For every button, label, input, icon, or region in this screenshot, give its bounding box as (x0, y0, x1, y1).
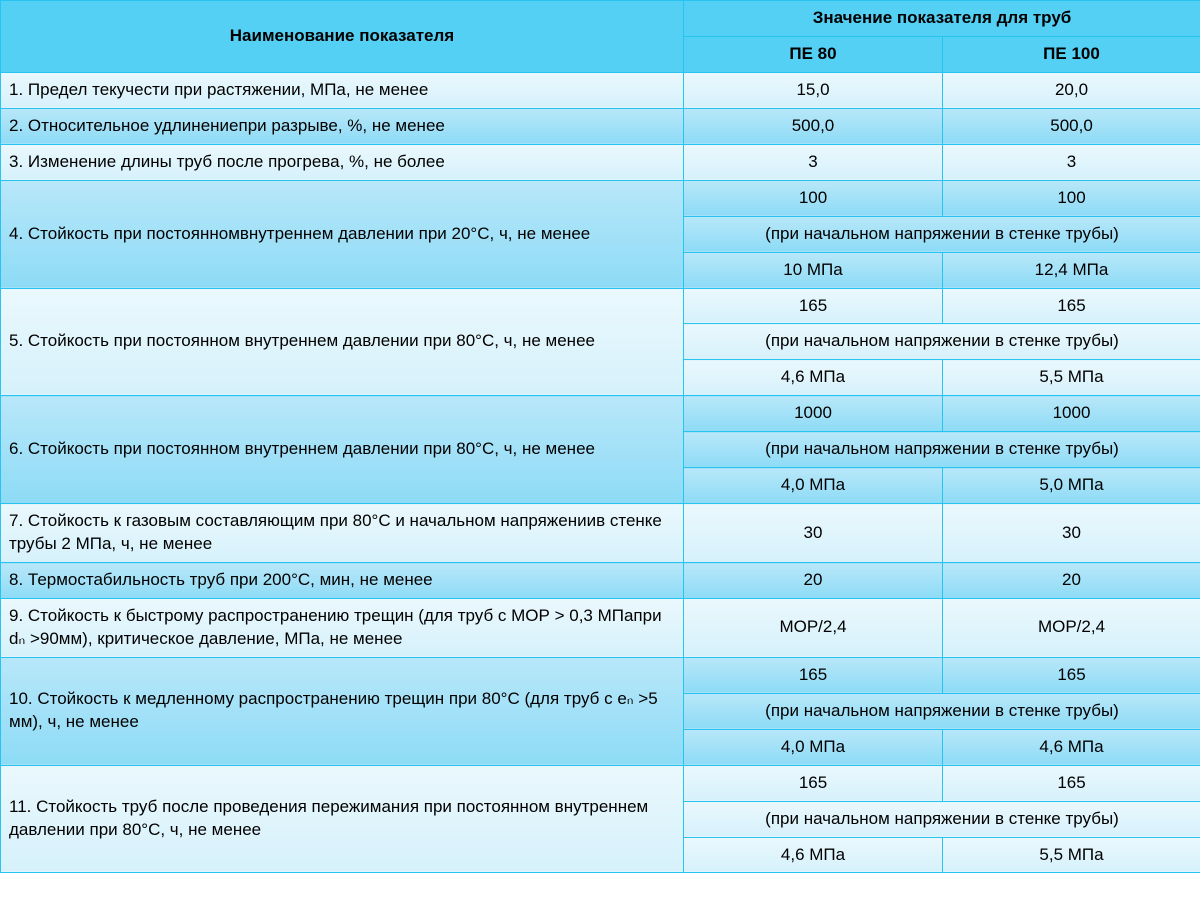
row-pe80: 10 МПа (684, 252, 943, 288)
row-label: 9. Стойкость к быстрому распространению … (1, 598, 684, 657)
header-row-1: Наименование показателя Значение показат… (1, 1, 1200, 37)
row-note: (при начальном напряжении в стенке трубы… (684, 801, 1200, 837)
row-pe100: 4,6 МПа (943, 729, 1200, 765)
pipe-spec-table: Наименование показателя Значение показат… (0, 0, 1200, 873)
row-pe80: 1000 (684, 396, 943, 432)
pipe-spec-table-container: Наименование показателя Значение показат… (0, 0, 1200, 899)
row-pe80: 20 (684, 563, 943, 599)
header-pe80: ПЕ 80 (684, 36, 943, 72)
row-pe100: МОР/2,4 (943, 598, 1200, 657)
row-label: 5. Стойкость при постоянном внутреннем д… (1, 288, 684, 396)
row-pe80: 100 (684, 180, 943, 216)
row-pe80: 165 (684, 657, 943, 693)
row-pe80: 4,0 МПа (684, 729, 943, 765)
row-pe80: 3 (684, 144, 943, 180)
row-pe100: 165 (943, 288, 1200, 324)
table-row: 9. Стойкость к быстрому распространению … (1, 598, 1200, 657)
row-label: 7. Стойкость к газовым составляющим при … (1, 504, 684, 563)
row-pe80: МОР/2,4 (684, 598, 943, 657)
row-label: 3. Изменение длины труб после прогрева, … (1, 144, 684, 180)
table-row: 11. Стойкость труб после проведения пере… (1, 765, 1200, 801)
table-row: 7. Стойкость к газовым составляющим при … (1, 504, 1200, 563)
row-pe80: 4,6 МПа (684, 360, 943, 396)
row-pe80: 30 (684, 504, 943, 563)
table-row: 10. Стойкость к медленному распространен… (1, 657, 1200, 693)
header-pe100: ПЕ 100 (943, 36, 1200, 72)
row-pe80: 500,0 (684, 108, 943, 144)
row-pe100: 3 (943, 144, 1200, 180)
header-name: Наименование показателя (1, 1, 684, 73)
table-row: 8. Термостабильность труб при 200°С, мин… (1, 563, 1200, 599)
row-pe100: 5,5 МПа (943, 360, 1200, 396)
row-label: 1. Предел текучести при растяжении, МПа,… (1, 72, 684, 108)
row-pe80: 165 (684, 765, 943, 801)
row-pe100: 1000 (943, 396, 1200, 432)
row-note: (при начальном напряжении в стенке трубы… (684, 216, 1200, 252)
row-label: 8. Термостабильность труб при 200°С, мин… (1, 563, 684, 599)
table-row: 2. Относительное удлинениепри разрыве, %… (1, 108, 1200, 144)
row-pe80: 15,0 (684, 72, 943, 108)
row-note: (при начальном напряжении в стенке трубы… (684, 324, 1200, 360)
row-pe100: 5,5 МПа (943, 837, 1200, 873)
row-label: 4. Стойкость при постоянномвнутреннем да… (1, 180, 684, 288)
row-pe80: 165 (684, 288, 943, 324)
row-label: 10. Стойкость к медленному распространен… (1, 657, 684, 765)
row-note: (при начальном напряжении в стенке трубы… (684, 432, 1200, 468)
row-pe100: 30 (943, 504, 1200, 563)
row-pe100: 20 (943, 563, 1200, 599)
row-note: (при начальном напряжении в стенке трубы… (684, 693, 1200, 729)
row-pe100: 500,0 (943, 108, 1200, 144)
row-label: 11. Стойкость труб после проведения пере… (1, 765, 684, 873)
row-pe80: 4,0 МПа (684, 468, 943, 504)
row-pe100: 5,0 МПа (943, 468, 1200, 504)
table-row: 1. Предел текучести при растяжении, МПа,… (1, 72, 1200, 108)
row-label: 6. Стойкость при постоянном внутреннем д… (1, 396, 684, 504)
row-pe100: 100 (943, 180, 1200, 216)
table-row: 6. Стойкость при постоянном внутреннем д… (1, 396, 1200, 432)
row-pe100: 165 (943, 657, 1200, 693)
table-row: 3. Изменение длины труб после прогрева, … (1, 144, 1200, 180)
header-group: Значение показателя для труб (684, 1, 1200, 37)
row-pe100: 165 (943, 765, 1200, 801)
row-pe80: 4,6 МПа (684, 837, 943, 873)
row-pe100: 12,4 МПа (943, 252, 1200, 288)
table-row: 5. Стойкость при постоянном внутреннем д… (1, 288, 1200, 324)
row-pe100: 20,0 (943, 72, 1200, 108)
row-label: 2. Относительное удлинениепри разрыве, %… (1, 108, 684, 144)
table-row: 4. Стойкость при постоянномвнутреннем да… (1, 180, 1200, 216)
